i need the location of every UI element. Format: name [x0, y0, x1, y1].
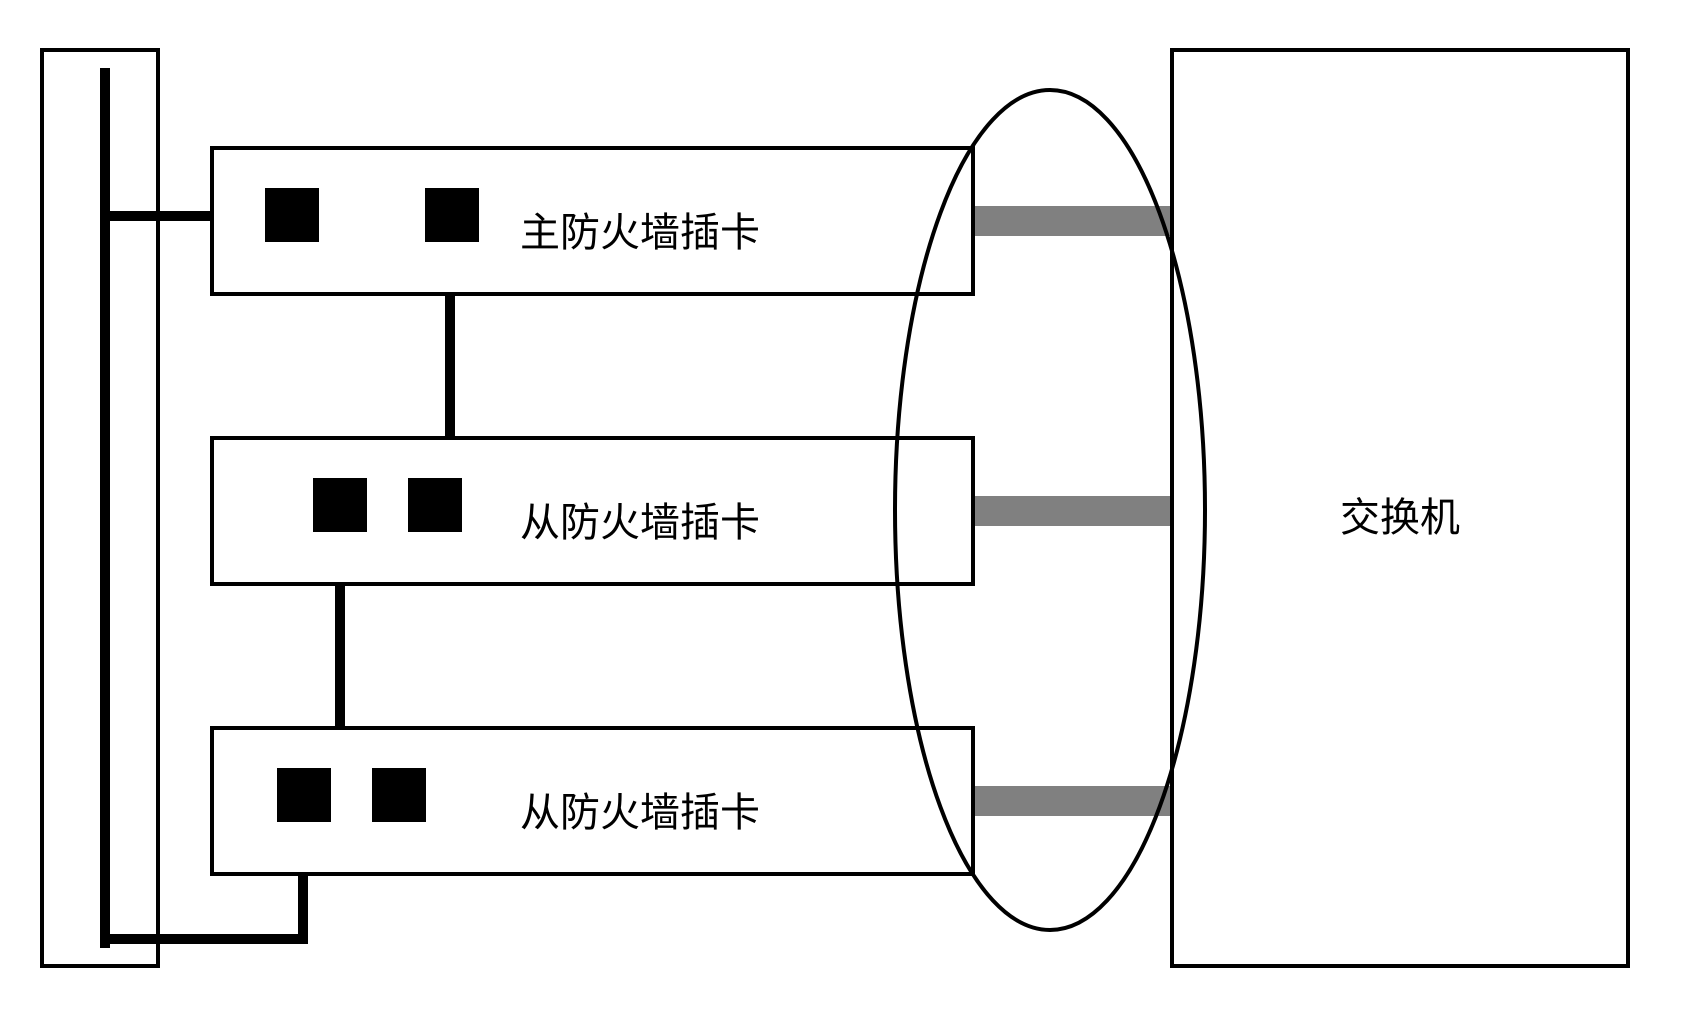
diagram-root: 交换机 主防火墙插卡 从防火墙插卡 从防火墙插卡: [40, 40, 1650, 983]
group-ellipse: [40, 40, 1650, 983]
